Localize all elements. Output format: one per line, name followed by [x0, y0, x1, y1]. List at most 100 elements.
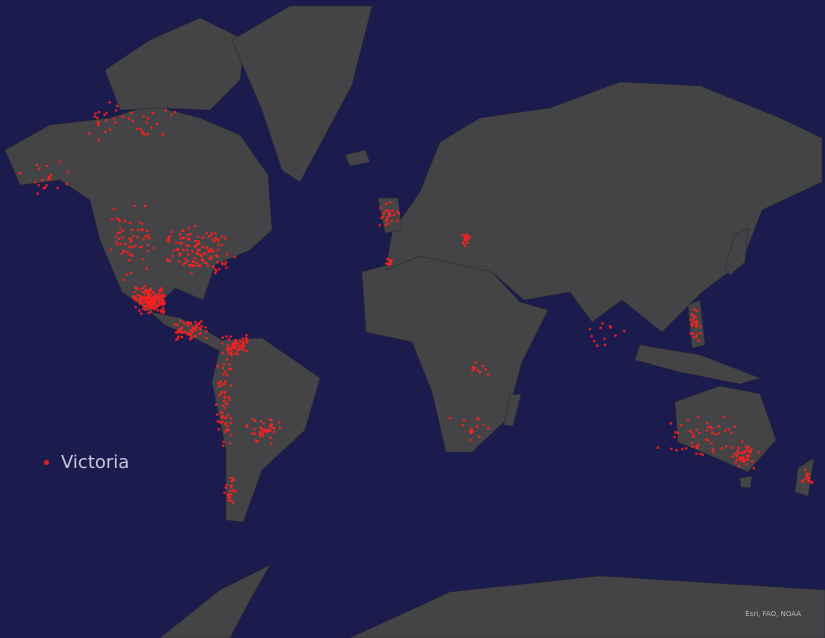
victoria-point[interactable]: [229, 352, 233, 355]
victoria-point[interactable]: [261, 432, 264, 435]
victoria-point[interactable]: [191, 331, 194, 334]
victoria-point[interactable]: [187, 226, 190, 230]
victoria-point[interactable]: [142, 115, 146, 119]
victoria-point[interactable]: [131, 119, 135, 123]
victoria-point[interactable]: [47, 175, 51, 179]
victoria-point[interactable]: [134, 244, 137, 247]
victoria-point[interactable]: [805, 474, 808, 477]
victoria-point[interactable]: [737, 464, 741, 468]
victoria-point[interactable]: [720, 447, 723, 450]
victoria-point[interactable]: [592, 339, 596, 343]
victoria-point[interactable]: [219, 380, 223, 383]
victoria-point[interactable]: [217, 420, 220, 424]
victoria-point[interactable]: [142, 304, 145, 307]
victoria-point[interactable]: [229, 421, 232, 425]
victoria-point[interactable]: [233, 255, 236, 259]
victoria-point[interactable]: [486, 373, 490, 376]
victoria-point[interactable]: [178, 253, 182, 257]
victoria-point[interactable]: [180, 335, 183, 339]
victoria-point[interactable]: [172, 249, 175, 252]
victoria-point[interactable]: [460, 233, 464, 237]
victoria-point[interactable]: [468, 438, 472, 442]
victoria-point[interactable]: [194, 244, 198, 248]
victoria-point[interactable]: [195, 251, 199, 254]
victoria-point[interactable]: [187, 324, 190, 328]
victoria-point[interactable]: [697, 443, 700, 447]
victoria-point[interactable]: [185, 248, 189, 252]
victoria-point[interactable]: [695, 333, 698, 336]
victoria-point[interactable]: [697, 339, 700, 342]
victoria-point[interactable]: [691, 324, 694, 327]
victoria-point[interactable]: [117, 218, 121, 221]
victoria-point[interactable]: [33, 180, 37, 184]
victoria-point[interactable]: [113, 121, 117, 124]
victoria-point[interactable]: [236, 352, 239, 356]
victoria-point[interactable]: [213, 268, 217, 271]
victoria-point[interactable]: [463, 244, 467, 248]
victoria-point[interactable]: [112, 207, 116, 211]
victoria-point[interactable]: [225, 253, 229, 256]
victoria-point[interactable]: [162, 309, 166, 313]
victoria-point[interactable]: [149, 299, 153, 302]
victoria-point[interactable]: [231, 343, 234, 347]
victoria-point[interactable]: [105, 111, 108, 115]
victoria-point[interactable]: [170, 113, 173, 117]
victoria-point[interactable]: [699, 452, 702, 456]
victoria-point[interactable]: [227, 367, 231, 371]
victoria-point[interactable]: [689, 332, 693, 335]
victoria-point[interactable]: [737, 446, 740, 450]
victoria-point[interactable]: [190, 271, 193, 275]
victoria-point[interactable]: [603, 337, 606, 341]
victoria-point[interactable]: [218, 267, 221, 271]
victoria-point[interactable]: [691, 314, 695, 317]
victoria-point[interactable]: [747, 445, 750, 449]
victoria-point[interactable]: [56, 186, 60, 190]
victoria-point[interactable]: [141, 286, 145, 290]
victoria-point[interactable]: [158, 295, 161, 299]
victoria-point[interactable]: [711, 431, 714, 434]
victoria-point[interactable]: [709, 425, 713, 429]
victoria-point[interactable]: [684, 447, 688, 450]
victoria-point[interactable]: [475, 425, 479, 428]
victoria-point[interactable]: [233, 490, 237, 493]
victoria-point[interactable]: [138, 220, 141, 224]
victoria-point[interactable]: [205, 336, 208, 340]
victoria-point[interactable]: [130, 228, 134, 232]
victoria-point[interactable]: [229, 476, 232, 480]
victoria-point[interactable]: [187, 244, 191, 248]
victoria-point[interactable]: [145, 267, 148, 270]
victoria-point[interactable]: [690, 445, 694, 448]
victoria-point[interactable]: [153, 302, 156, 306]
victoria-point[interactable]: [123, 219, 127, 223]
victoria-point[interactable]: [395, 210, 399, 213]
victoria-point[interactable]: [228, 363, 231, 366]
victoria-point[interactable]: [143, 308, 147, 311]
victoria-point[interactable]: [217, 427, 221, 431]
victoria-point[interactable]: [385, 202, 388, 205]
victoria-point[interactable]: [386, 215, 389, 219]
victoria-point[interactable]: [245, 340, 249, 344]
victoria-point[interactable]: [193, 240, 197, 243]
victoria-point[interactable]: [191, 326, 195, 330]
victoria-point[interactable]: [207, 235, 211, 238]
victoria-point[interactable]: [193, 320, 197, 324]
victoria-point[interactable]: [390, 259, 394, 262]
victoria-point[interactable]: [391, 209, 394, 213]
victoria-point[interactable]: [729, 431, 733, 434]
victoria-point[interactable]: [382, 211, 386, 215]
victoria-point[interactable]: [227, 428, 231, 432]
victoria-point[interactable]: [461, 423, 465, 427]
victoria-point[interactable]: [131, 245, 135, 249]
victoria-point[interactable]: [745, 463, 748, 466]
victoria-point[interactable]: [178, 327, 181, 331]
victoria-point[interactable]: [242, 344, 245, 348]
victoria-point[interactable]: [690, 441, 693, 445]
victoria-point[interactable]: [214, 271, 217, 275]
victoria-point[interactable]: [259, 420, 263, 423]
victoria-point[interactable]: [120, 252, 124, 255]
victoria-point[interactable]: [225, 428, 228, 432]
victoria-point[interactable]: [254, 439, 258, 442]
victoria-point[interactable]: [201, 258, 205, 262]
victoria-point[interactable]: [471, 369, 474, 373]
victoria-point[interactable]: [722, 415, 726, 419]
